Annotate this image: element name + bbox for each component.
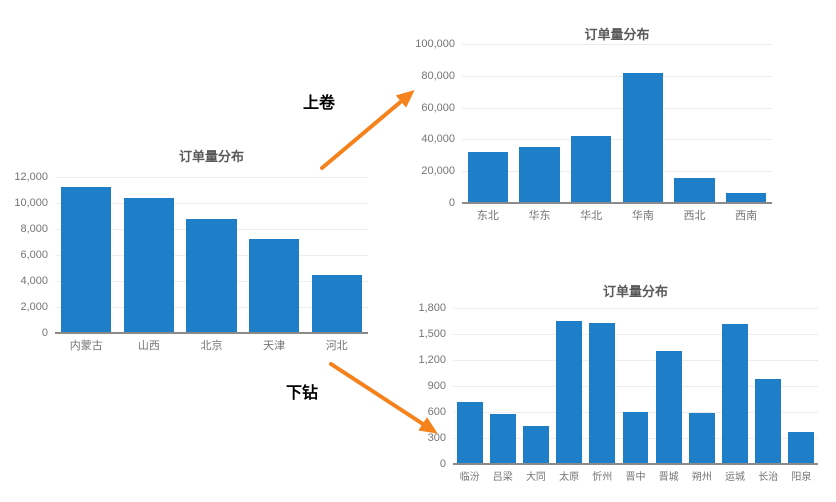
gridline bbox=[55, 203, 368, 204]
x-axis-category-label: 忻州 bbox=[592, 472, 613, 483]
y-axis-tick-label: 600 bbox=[427, 406, 446, 418]
chart-title: 订单量分布 bbox=[602, 284, 668, 299]
x-axis-category-label: 西北 bbox=[683, 210, 706, 222]
bar-晋城[interactable] bbox=[655, 351, 682, 463]
bar-华南[interactable] bbox=[622, 72, 663, 202]
gridline bbox=[462, 107, 772, 109]
y-axis-tick-label: 12,000 bbox=[14, 171, 48, 183]
bar-河北[interactable] bbox=[311, 274, 362, 332]
x-axis-category-label: 晋城 bbox=[658, 472, 679, 483]
x-axis-category-label: 山西 bbox=[137, 340, 160, 352]
x-axis-category-label: 东北 bbox=[476, 210, 499, 222]
bar-吕梁[interactable] bbox=[489, 413, 516, 463]
bar-临汾[interactable] bbox=[456, 401, 483, 463]
bar-北京[interactable] bbox=[186, 218, 237, 332]
chart-title: 订单量分布 bbox=[584, 27, 650, 42]
x-axis-category-label: 阳泉 bbox=[791, 472, 812, 483]
x-axis-category-label: 天津 bbox=[263, 340, 286, 352]
bar-运城[interactable] bbox=[722, 323, 748, 463]
x-axis-category-label: 西南 bbox=[735, 210, 758, 222]
y-axis-tick-label: 1,200 bbox=[418, 354, 446, 366]
x-axis-category-label: 晋中 bbox=[625, 472, 646, 483]
y-axis-tick-label: 4,000 bbox=[20, 275, 48, 287]
gridline bbox=[453, 386, 818, 387]
y-axis-tick-label: 0 bbox=[41, 327, 48, 339]
bar-西北[interactable] bbox=[674, 177, 715, 202]
x-axis-line bbox=[462, 202, 772, 204]
bar-山西[interactable] bbox=[123, 197, 174, 332]
gridline bbox=[453, 360, 818, 361]
x-axis-category-label: 朔州 bbox=[691, 472, 712, 483]
x-axis-category-label: 运城 bbox=[725, 472, 746, 483]
y-axis-tick-label: 300 bbox=[427, 432, 446, 444]
chart-title: 订单量分布 bbox=[178, 149, 244, 164]
drill-down-label: 下钻 bbox=[286, 385, 319, 402]
x-axis-line bbox=[55, 332, 368, 334]
bar-晋中[interactable] bbox=[622, 412, 649, 463]
bar-长治[interactable] bbox=[755, 379, 782, 463]
y-axis-tick-label: 60,000 bbox=[421, 101, 455, 114]
bar-太原[interactable] bbox=[556, 321, 583, 463]
x-axis-line bbox=[453, 463, 818, 465]
bar-忻州[interactable] bbox=[589, 322, 616, 463]
x-axis-category-label: 河北 bbox=[325, 340, 348, 352]
gridline bbox=[462, 171, 772, 173]
x-axis-category-label: 长治 bbox=[758, 472, 779, 483]
x-axis-category-label: 华东 bbox=[528, 210, 551, 222]
y-axis-tick-label: 8,000 bbox=[20, 223, 48, 235]
y-axis-tick-label: 1,500 bbox=[418, 328, 446, 340]
y-axis-tick-label: 6,000 bbox=[20, 249, 48, 261]
bar-华北[interactable] bbox=[571, 136, 612, 202]
gridline bbox=[462, 139, 772, 141]
bar-阳泉[interactable] bbox=[788, 431, 815, 463]
bar-大同[interactable] bbox=[523, 425, 549, 463]
y-axis-tick-label: 2,000 bbox=[20, 301, 48, 313]
x-axis-category-label: 北京 bbox=[200, 340, 223, 352]
x-axis-category-label: 太原 bbox=[559, 472, 580, 483]
bar-天津[interactable] bbox=[249, 238, 300, 332]
x-axis-category-label: 大同 bbox=[525, 472, 546, 483]
gridline bbox=[462, 44, 772, 45]
bar-内蒙古[interactable] bbox=[61, 187, 112, 332]
roll-up-label: 上卷 bbox=[303, 95, 336, 112]
y-axis-tick-label: 10,000 bbox=[14, 197, 48, 209]
y-axis-tick-label: 100,000 bbox=[415, 38, 455, 50]
gridline bbox=[453, 308, 818, 309]
y-axis-tick-label: 0 bbox=[439, 458, 446, 470]
y-axis-tick-label: 1,800 bbox=[418, 302, 446, 314]
y-axis-tick-label: 40,000 bbox=[421, 133, 455, 146]
gridline bbox=[55, 177, 368, 178]
bar-东北[interactable] bbox=[467, 152, 508, 202]
bar-华东[interactable] bbox=[519, 146, 560, 202]
x-axis-category-label: 临汾 bbox=[459, 472, 480, 483]
x-axis-category-label: 华南 bbox=[631, 210, 654, 222]
y-axis-tick-label: 80,000 bbox=[421, 69, 455, 82]
bar-朔州[interactable] bbox=[688, 412, 715, 463]
bar-西南[interactable] bbox=[726, 192, 767, 202]
gridline bbox=[462, 75, 772, 77]
y-axis-tick-label: 900 bbox=[427, 380, 446, 392]
y-axis-tick-label: 0 bbox=[448, 197, 455, 209]
x-axis-category-label: 华北 bbox=[580, 210, 603, 222]
x-axis-category-label: 吕梁 bbox=[492, 472, 513, 483]
x-axis-category-label: 内蒙古 bbox=[69, 340, 103, 352]
gridline bbox=[453, 334, 818, 335]
y-axis-tick-label: 20,000 bbox=[421, 165, 455, 178]
